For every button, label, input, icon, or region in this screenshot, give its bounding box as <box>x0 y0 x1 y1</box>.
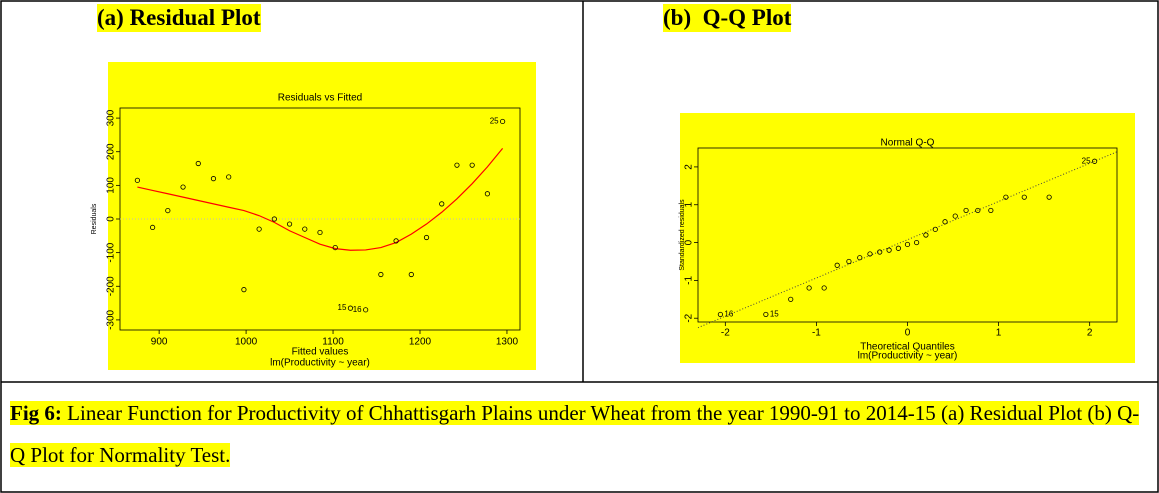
x-tick-label: -1 <box>812 328 821 339</box>
x-tick-label: 1300 <box>496 337 519 348</box>
point <box>895 245 901 251</box>
point <box>1046 194 1052 200</box>
point <box>877 249 883 255</box>
point <box>500 118 506 125</box>
point <box>975 207 981 214</box>
point <box>165 207 171 214</box>
point <box>241 287 247 293</box>
y-tick-label: 2 <box>684 164 695 170</box>
x-axis-label: Fitted values <box>292 347 349 358</box>
point <box>923 232 929 238</box>
y-tick-label: -1 <box>684 276 695 285</box>
point <box>423 234 430 241</box>
x-tick-label: 0 <box>905 328 911 339</box>
point <box>963 207 969 214</box>
point <box>439 201 445 207</box>
y-tick-label: 100 <box>106 177 117 194</box>
point <box>195 160 201 167</box>
x-tick-label: 1 <box>996 328 1002 339</box>
point <box>317 229 323 236</box>
y-tick-label: -200 <box>106 276 117 296</box>
y-tick-label: 200 <box>106 143 117 160</box>
point <box>857 255 863 261</box>
point <box>134 177 140 183</box>
point <box>226 174 232 180</box>
point <box>378 271 384 278</box>
x-tick-label: 1200 <box>409 337 432 348</box>
point <box>914 239 920 246</box>
point-label: 16 <box>724 310 733 319</box>
point <box>363 307 369 313</box>
chart-background <box>680 113 1135 363</box>
point <box>806 285 812 291</box>
x-tick-label: 900 <box>151 337 168 348</box>
point-label: 15 <box>338 303 347 312</box>
point <box>1021 194 1027 200</box>
y-axis-label: Standardized residuals <box>679 199 686 271</box>
point <box>952 213 958 219</box>
point <box>484 191 490 197</box>
point <box>834 262 840 268</box>
x-tick-label: -2 <box>721 328 730 339</box>
y-axis-label: Residuals <box>91 203 98 234</box>
point <box>332 244 338 251</box>
point <box>1091 158 1098 164</box>
point <box>988 207 994 214</box>
point-label: 16 <box>353 305 362 314</box>
y-tick-label: -2 <box>684 313 695 322</box>
point <box>180 184 186 190</box>
point <box>904 241 911 248</box>
smooth-line <box>137 147 504 251</box>
subtitle: lm(Productivity ~ year) <box>858 351 958 362</box>
y-tick-label: 1 <box>684 202 695 208</box>
point <box>1003 194 1009 200</box>
point-label: 25 <box>490 117 499 126</box>
point <box>302 226 308 232</box>
point <box>867 251 873 257</box>
point-label: 25 <box>1082 156 1091 165</box>
panel-heading: (b) Q-Q Plot <box>663 4 792 32</box>
point <box>408 271 414 278</box>
point <box>886 247 892 253</box>
point <box>788 296 794 302</box>
point <box>846 258 852 265</box>
subtitle: lm(Productivity ~ year) <box>270 358 370 369</box>
y-tick-label: -100 <box>106 242 117 262</box>
x-axis-label: Theoretical Quantiles <box>860 342 955 353</box>
point <box>256 226 262 232</box>
point <box>210 176 217 182</box>
point <box>150 224 156 231</box>
y-tick-label: -300 <box>106 309 117 329</box>
y-tick-label: 300 <box>106 109 117 126</box>
x-tick-label: 1100 <box>322 337 344 348</box>
y-tick-label: 0 <box>106 216 117 222</box>
point <box>717 311 724 318</box>
point <box>469 162 475 168</box>
point <box>271 216 277 222</box>
x-tick-label: 2 <box>1087 328 1093 339</box>
point <box>821 285 827 291</box>
panel-heading: (a) Residual Plot <box>97 4 261 32</box>
qq-line <box>697 151 1118 329</box>
caption-text: Linear Function for Productivity of Chha… <box>10 401 1140 467</box>
point <box>932 226 938 232</box>
caption: Fig 6: Linear Function for Productivity … <box>10 392 1150 476</box>
chart-background <box>108 62 536 370</box>
point <box>347 305 354 311</box>
point <box>286 221 293 227</box>
point <box>942 219 948 225</box>
point-label: 15 <box>770 310 779 319</box>
point <box>393 238 399 244</box>
chart-title: Normal Q-Q <box>881 138 935 149</box>
chart-title: Residuals vs Fitted <box>278 93 362 104</box>
y-tick-label: 0 <box>684 239 695 245</box>
caption-label: Fig 6: <box>10 401 62 425</box>
point <box>763 311 769 318</box>
x-tick-label: 1000 <box>235 337 258 348</box>
point <box>454 162 460 168</box>
